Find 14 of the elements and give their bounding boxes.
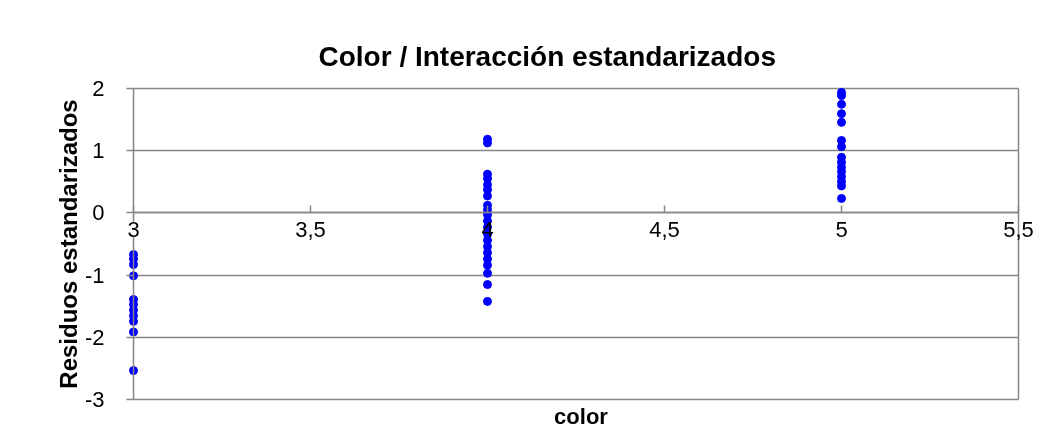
x-tick-label: 3: [127, 216, 140, 242]
x-axis-title: color: [554, 403, 609, 429]
x-tick-label: 3,5: [295, 216, 326, 242]
y-tick-label: 2: [92, 75, 105, 101]
y-tick-label: -2: [84, 325, 105, 351]
x-tick-label: 5,5: [1003, 216, 1034, 242]
y-tick-label: 0: [92, 200, 105, 226]
y-tick-label: -3: [84, 387, 105, 413]
x-tick-label: 4,5: [649, 216, 680, 242]
chart-title: Color / Interacción estandarizados: [318, 40, 776, 72]
y-tick-label: 1: [92, 137, 105, 163]
y-tick-label: -1: [84, 262, 105, 288]
y-axis-title: Residuos estandarizados: [54, 99, 82, 389]
x-tick-label: 5: [835, 216, 848, 242]
